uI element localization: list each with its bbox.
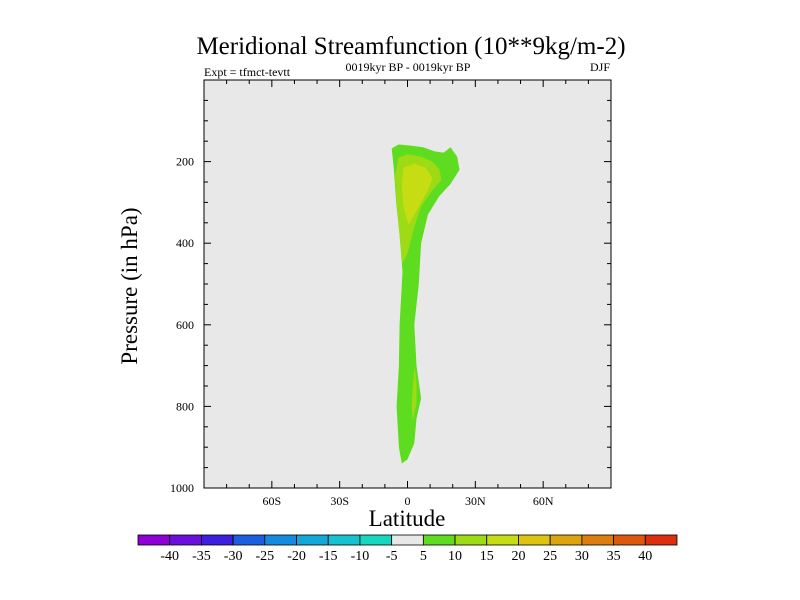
- x-tick-label: 30S: [330, 494, 349, 508]
- colorbar-box: [549, 534, 583, 546]
- colorbar-label: -5: [386, 549, 398, 564]
- y-tick-label: 1000: [170, 481, 194, 495]
- season-label: DJF: [590, 60, 610, 74]
- colorbar-labels: -40 -35 -30 -25 -20 -15 -10 -5 5 10 15 20 25 30 35 40: [160, 549, 652, 564]
- colorbar-box: [327, 534, 361, 546]
- colorbar-box: [169, 534, 202, 546]
- colorbar-label: 15: [480, 549, 494, 564]
- colorbar-label: 5: [420, 549, 427, 564]
- colorbar-box: [518, 534, 551, 546]
- x-tick-label: 30N: [465, 494, 486, 508]
- colorbar-label: 40: [638, 549, 652, 564]
- x-tick-label: 0: [405, 494, 411, 508]
- y-tick-label: 200: [176, 155, 194, 169]
- colorbar-label: 30: [575, 549, 589, 564]
- colorbar-box: [232, 534, 266, 546]
- colorbar-box: [581, 534, 614, 546]
- colorbar-box: [486, 534, 519, 546]
- y-tick-label: 600: [176, 318, 194, 332]
- colorbar-box: [644, 534, 678, 546]
- colorbar-box: [264, 534, 297, 546]
- x-axis-label: Latitude: [369, 506, 446, 531]
- colorbar-box: [454, 534, 488, 546]
- colorbar-label: -40: [160, 549, 179, 564]
- colorbar-label: -10: [351, 549, 370, 564]
- colorbar-box: [201, 534, 234, 546]
- colorbar-label: 10: [448, 549, 462, 564]
- colorbar: [137, 534, 678, 546]
- y-tick-label: 800: [176, 399, 194, 413]
- y-tick-label: 400: [176, 236, 194, 250]
- colorbar-label: -20: [287, 549, 306, 564]
- colorbar-label: 20: [511, 549, 525, 564]
- contour-region-4: [401, 163, 433, 225]
- experiment-label: Expt = tfmct-tevtt: [204, 65, 291, 79]
- y-tick-labels: 200 400 600 800 1000: [170, 155, 194, 495]
- colorbar-label: 35: [607, 549, 621, 564]
- colorbar-box: [391, 534, 424, 546]
- contour-region-3: [411, 365, 417, 421]
- colorbar-label: -25: [255, 549, 274, 564]
- colorbar-box: [137, 534, 171, 546]
- colorbar-box: [422, 534, 456, 546]
- x-tick-label: 60N: [533, 494, 554, 508]
- colorbar-label: -15: [319, 549, 338, 564]
- x-tick-labels: 60S 30S 0 30N 60N: [262, 494, 553, 508]
- colorbar-label: -35: [192, 549, 211, 564]
- chart-title: Meridional Streamfunction (10**9kg/m-2): [196, 33, 625, 60]
- colorbar-box: [613, 534, 646, 546]
- colorbar-label: 25: [543, 549, 557, 564]
- colorbar-label: -30: [224, 549, 243, 564]
- colorbar-box: [359, 534, 393, 546]
- period-label: 0019kyr BP - 0019kyr BP: [346, 60, 471, 74]
- colorbar-box: [296, 534, 329, 546]
- x-tick-label: 60S: [262, 494, 281, 508]
- contour-regions: [391, 144, 460, 464]
- y-axis-label: Pressure (in hPa): [117, 207, 142, 364]
- axis-ticks: [203, 79, 612, 489]
